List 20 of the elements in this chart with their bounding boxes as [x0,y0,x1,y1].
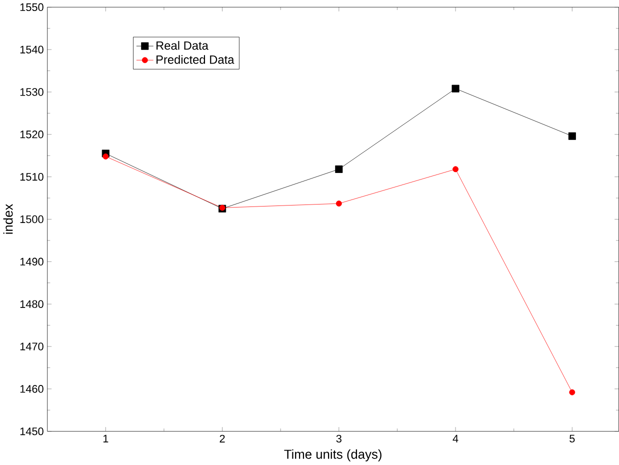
y-tick-label: 1460 [20,385,44,393]
y-tick-label: 1490 [20,258,44,266]
y-tick-label: 1510 [20,173,44,181]
y-tick-label: 1550 [20,3,44,12]
x-tick-label: 3 [336,434,342,443]
y-tick-label: 1480 [20,300,44,308]
legend-label: Predicted Data [156,55,234,64]
x-axis-title: Time units (days) [284,450,382,462]
x-tick-label: 1 [103,434,108,442]
y-tick-label: 1520 [20,130,44,138]
x-tick-label: 4 [452,434,458,442]
y-tick-label: 1540 [20,46,44,54]
legend-label: Real Data [156,41,208,50]
x-tick-label: 2 [220,434,225,443]
y-tick-label: 1530 [20,88,44,96]
y-tick-label: 1500 [20,216,44,224]
y-axis-title: index [3,204,13,234]
y-tick-label: 1450 [20,428,44,436]
x-tick-label: 5 [570,434,575,443]
y-tick-label: 1470 [20,342,44,351]
